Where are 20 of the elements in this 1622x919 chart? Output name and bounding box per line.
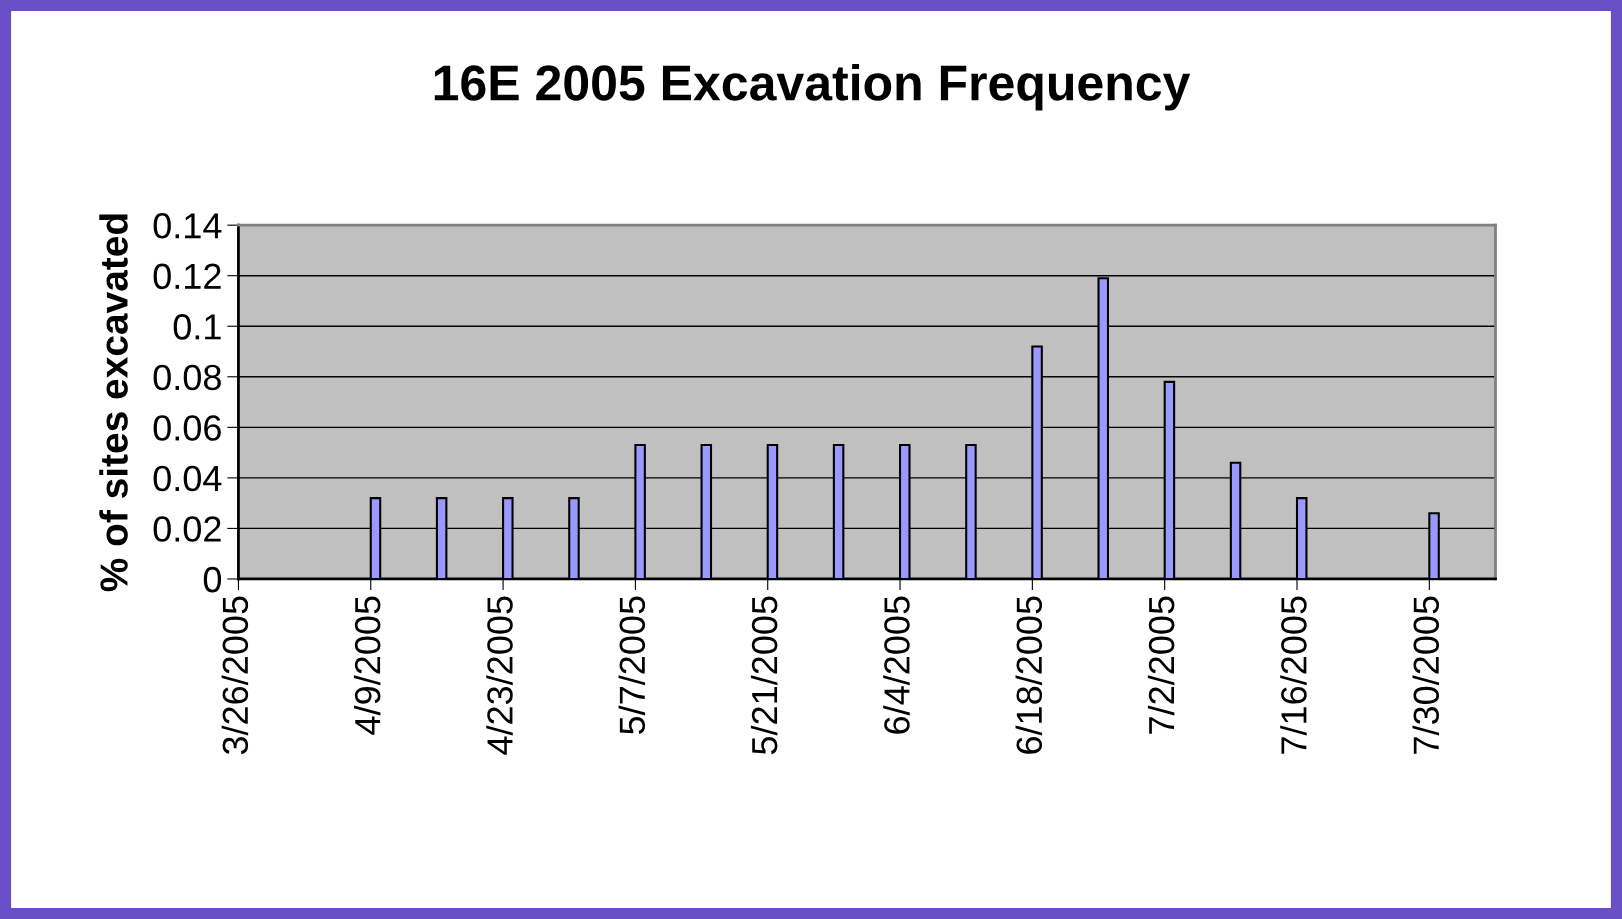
x-tick-label: 7/30/2005 — [1412, 596, 1440, 754]
y-tick-label: 0.02 — [153, 516, 221, 542]
chart-title: 16E 2005 Excavation Frequency — [434, 64, 1191, 111]
x-tick-label: 4/9/2005 — [353, 596, 381, 735]
y-axis-title: % of sites excavated — [99, 214, 128, 592]
x-tick-label: 5/7/2005 — [618, 596, 646, 735]
y-tick-label: 0.14 — [153, 213, 222, 239]
y-tick-label: 0.06 — [153, 415, 221, 441]
y-tick-label: 0 — [203, 566, 222, 593]
x-tick-label: 6/18/2005 — [1015, 596, 1043, 754]
y-tick-label: 0.12 — [153, 263, 221, 290]
x-tick-label: 7/2/2005 — [1147, 596, 1175, 734]
x-tick-label: 5/21/2005 — [750, 596, 778, 755]
y-tick-label: 0.04 — [153, 465, 222, 492]
x-tick-label: 6/4/2005 — [883, 596, 910, 734]
x-tick-label: 3/26/2005 — [221, 596, 249, 755]
y-tick-label: 0.08 — [153, 364, 221, 391]
y-tick-label: 0.1 — [173, 314, 221, 340]
x-tick-label: 7/16/2005 — [1280, 596, 1307, 754]
x-tick-label: 4/23/2005 — [486, 596, 513, 755]
